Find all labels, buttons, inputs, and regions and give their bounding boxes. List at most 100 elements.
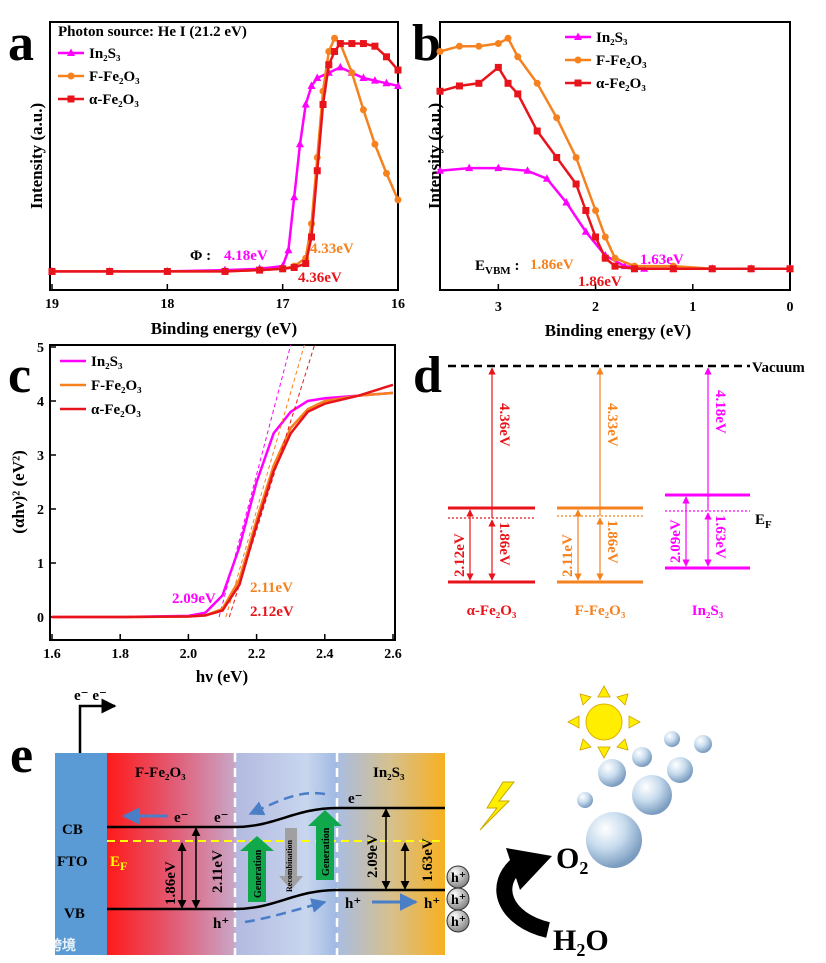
data-point	[256, 266, 264, 274]
data-point	[290, 263, 298, 271]
legend-marker	[574, 32, 582, 40]
x-tick-label: 1	[689, 300, 696, 315]
h2o-label: H₂O	[553, 924, 609, 957]
generation-label: Generation	[321, 827, 332, 876]
series-line	[52, 391, 394, 619]
data-point	[382, 169, 390, 177]
legend-label: α-Fe₂O₃	[596, 76, 646, 92]
panel-label-e: e	[10, 727, 33, 784]
valence-band	[107, 888, 445, 911]
y-tick-label: 4	[37, 395, 44, 410]
series-line	[52, 391, 394, 619]
evbm-label: EVBM :	[475, 258, 519, 277]
chart-b-valence-band: Binding energy (eV) Intensity (a.u.) EVB…	[425, 21, 794, 340]
data-point	[553, 114, 561, 122]
hole-label: h⁺	[424, 896, 440, 912]
vbm-label: 1.63eV	[712, 515, 728, 559]
data-point	[348, 69, 356, 77]
legend-label: In₂S₃	[596, 30, 628, 46]
data-point	[284, 245, 293, 254]
material-name: α-Fe₂O₃	[467, 603, 517, 619]
vb-label: VB	[64, 906, 85, 922]
data-point	[325, 61, 333, 69]
panel-label-a: a	[8, 15, 34, 72]
data-point	[514, 90, 522, 98]
hole-label: h⁺	[451, 871, 466, 886]
data-point	[301, 100, 310, 108]
data-point	[436, 87, 444, 95]
vbm-label: 1.86eV	[496, 522, 512, 566]
y-axis-title: Intensity (a.u.)	[425, 103, 444, 209]
oxygen-bubbles-icon	[577, 731, 712, 868]
hole-label: h⁺	[213, 916, 229, 932]
data-point	[514, 53, 522, 61]
legend-marker	[67, 72, 75, 80]
y-axis-title: (αhν)² (eV²)	[9, 450, 28, 533]
annotation-afe2o3: 1.86eV	[578, 274, 622, 290]
data-point	[562, 198, 571, 206]
recombination-arrow	[279, 828, 303, 890]
data-point	[533, 79, 541, 87]
data-point	[290, 192, 299, 201]
data-point	[394, 196, 402, 204]
ef-label: EF	[110, 854, 127, 873]
x-tick-label: 16	[391, 297, 405, 312]
bandgap-label: 2.09eV	[365, 834, 381, 878]
oxidation-arrowhead	[506, 848, 552, 890]
work-function-label: 4.36eV	[496, 403, 512, 447]
bandgap-label: 2.11eV	[210, 850, 226, 893]
x-tick-label: 2	[592, 300, 599, 315]
vacuum-label: Vacuum	[752, 360, 805, 376]
legend-label: In₂S₃	[89, 46, 121, 62]
data-point	[630, 265, 638, 273]
tangent-line	[218, 344, 292, 618]
data-point	[221, 267, 229, 275]
series-line	[52, 383, 394, 619]
lightning-icon	[479, 781, 516, 831]
x-tick-label: 2.0	[180, 647, 198, 662]
data-point	[359, 73, 368, 81]
data-point	[592, 207, 600, 214]
data-point	[601, 254, 609, 262]
data-point	[611, 262, 619, 270]
material-name: F-Fe₂O₃	[575, 603, 626, 619]
data-point	[582, 207, 590, 214]
legend-label: F-Fe₂O₃	[596, 53, 647, 69]
legend-label: F-Fe₂O₃	[91, 378, 142, 394]
hole-sphere	[446, 909, 470, 933]
annotation-ffe2o3: 2.11eV	[250, 580, 293, 596]
x-tick-label: 2.4	[316, 647, 334, 662]
ffe2o3-title: F-Fe₂O₃	[135, 765, 186, 781]
surface-holes: h⁺ h⁺ h⁺	[446, 865, 470, 933]
plot-frame	[49, 344, 396, 641]
data-point	[308, 233, 315, 241]
data-point	[331, 34, 339, 42]
generation-arrow	[240, 836, 274, 902]
x-tick-label: 0	[787, 300, 794, 315]
generation-label: Generation	[253, 849, 264, 898]
annotation-ffe2o3: 4.33eV	[310, 241, 354, 257]
data-point	[331, 48, 339, 55]
legend-marker	[67, 48, 75, 56]
data-point	[708, 265, 716, 273]
bandgap-label: 2.12eV	[452, 533, 468, 577]
electron-label: e⁻	[174, 810, 189, 826]
tangent-line	[225, 344, 305, 618]
legend-marker	[574, 79, 582, 87]
y-tick-label: 0	[37, 611, 44, 626]
annotation-in2s3: 4.18eV	[224, 248, 268, 264]
data-point	[572, 154, 580, 161]
data-point	[106, 267, 114, 275]
data-point	[494, 163, 503, 172]
data-point	[533, 127, 541, 135]
data-point	[669, 265, 677, 273]
x-axis-title: hν (eV)	[196, 667, 248, 686]
data-point	[302, 260, 310, 267]
data-point	[786, 265, 794, 273]
vbm-label: 1.63eV	[420, 838, 436, 882]
ffe2o3-layer	[107, 753, 235, 955]
electrons-out-label: e⁻ e⁻	[74, 688, 107, 704]
legend-marker	[574, 56, 582, 64]
chart-title: Photon source: He I (21.2 eV)	[58, 24, 247, 40]
